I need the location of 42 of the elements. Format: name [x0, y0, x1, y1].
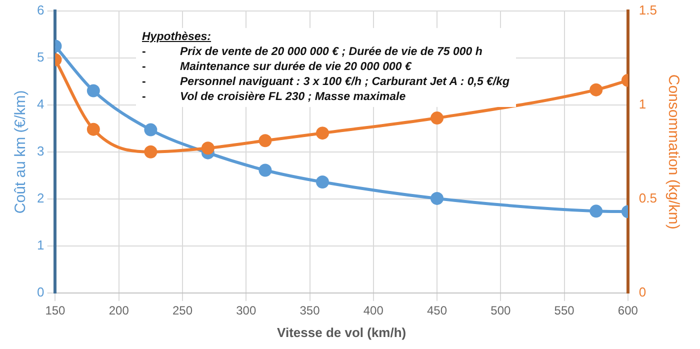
y2-tick-label: 1	[638, 96, 646, 112]
text: - Maintenance sur durée de vie 20 000 000 €	[142, 61, 412, 73]
point	[316, 126, 329, 140]
annotation: Hypothèses:	[142, 30, 212, 45]
y-tick-label: 3	[36, 143, 44, 158]
y-tick-label: 0	[36, 284, 44, 300]
x-tick-label: 400	[363, 304, 384, 318]
x-tick-label: 600	[618, 304, 638, 318]
point	[590, 83, 603, 96]
point	[86, 84, 100, 98]
point	[144, 145, 158, 158]
x-tick-label: 150	[45, 304, 66, 318]
text: - Personnel naviguant : 3 x 100 €/h ; Carburant Jet A : 0,5 €/kg	[142, 76, 510, 88]
point	[86, 122, 100, 136]
point	[316, 176, 329, 188]
x-tick-label: 450	[427, 304, 448, 318]
y-tick-label: 5	[36, 49, 44, 64]
y2-tick-label: 0	[638, 284, 646, 300]
point	[258, 134, 272, 148]
y-tick-label: 2	[36, 190, 44, 206]
y-tick-label: 6	[36, 2, 44, 18]
text: - Vol de croisière FL 230 ; Masse maximale	[142, 91, 406, 103]
y-axis-title: Coût au km (€/km)	[12, 90, 30, 214]
x-tick-label: 350	[300, 304, 320, 318]
x-tick-label: 550	[554, 304, 575, 318]
point	[430, 192, 444, 205]
y2-axis-title: Consommation (kg/km)	[664, 74, 682, 230]
text: - Prix de vente de 20 000 000 € ; Durée de vie de 75 000 h	[142, 46, 482, 58]
x-axis-title: Vitesse de vol (km/h)	[277, 324, 406, 340]
x-tick-label: 500	[490, 304, 511, 318]
y-tick-label: 4	[36, 96, 44, 112]
y-tick-label: 1	[36, 238, 44, 253]
point	[430, 112, 444, 125]
y2-tick-label: 1.5	[638, 2, 658, 18]
point	[590, 204, 603, 218]
point	[258, 164, 272, 177]
y2-tick-label: 0.5	[638, 190, 658, 206]
point	[201, 142, 214, 155]
x-tick-label: 250	[172, 304, 193, 318]
point	[144, 123, 158, 136]
x-tick-label: 200	[108, 304, 130, 318]
x-tick-label: 300	[236, 304, 256, 318]
